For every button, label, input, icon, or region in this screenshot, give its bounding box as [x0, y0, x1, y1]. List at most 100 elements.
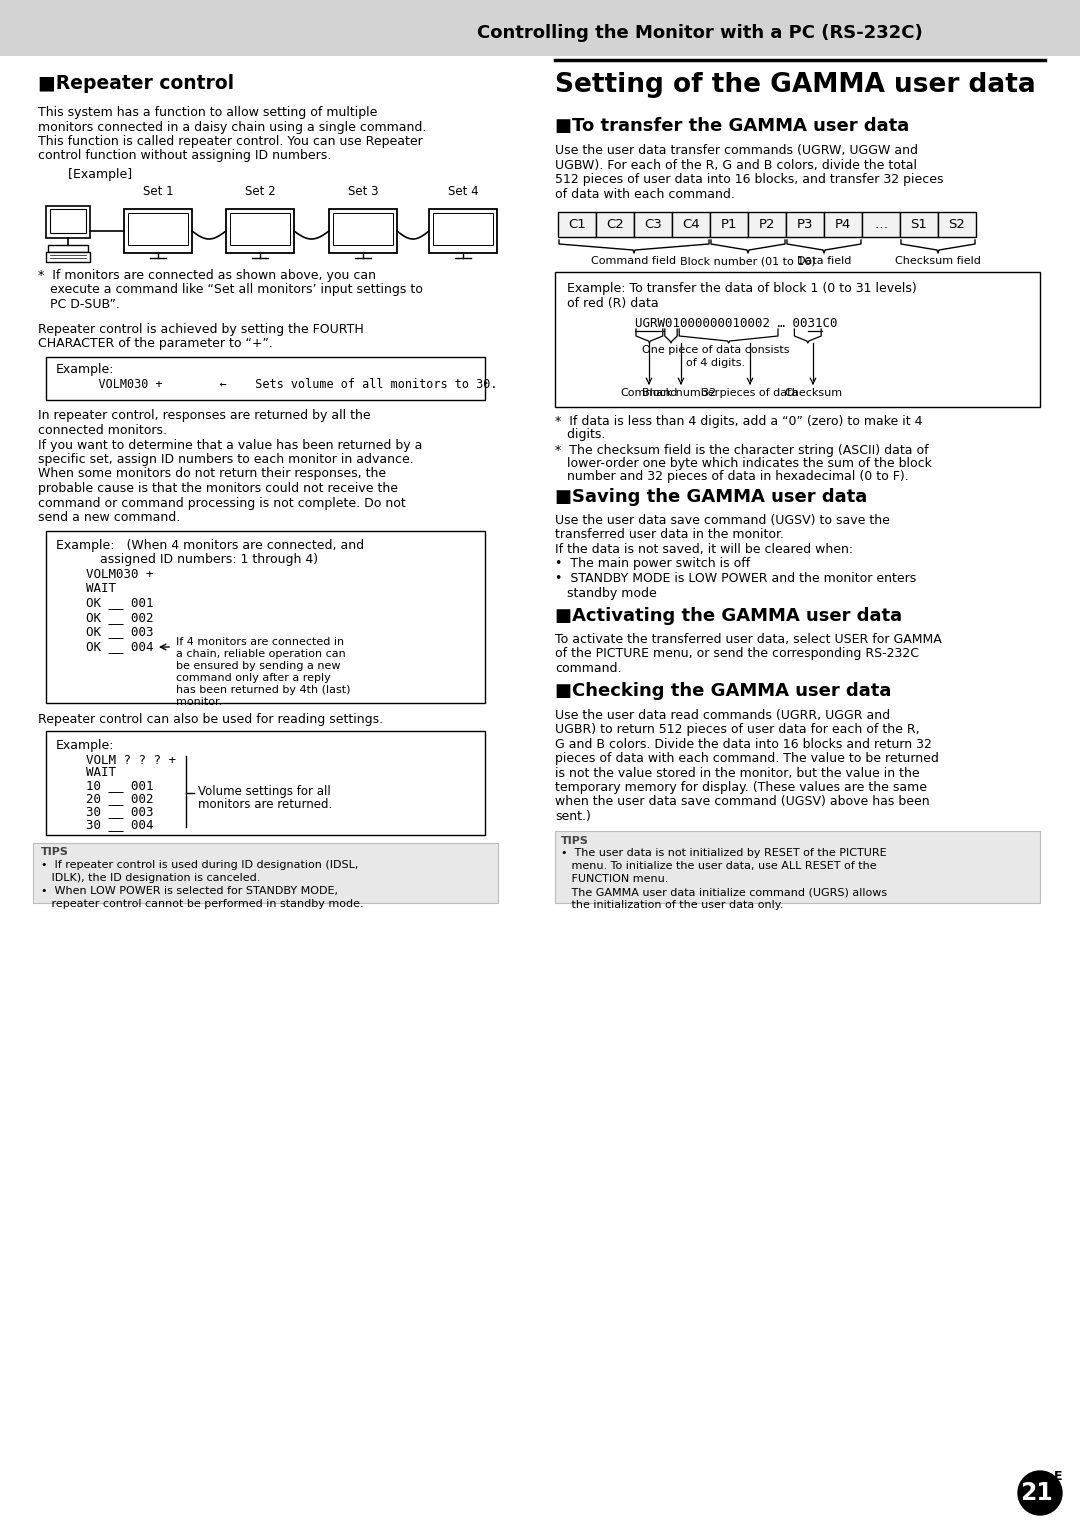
FancyBboxPatch shape	[33, 843, 498, 902]
Text: command only after a reply: command only after a reply	[176, 673, 330, 683]
Text: If the data is not saved, it will be cleared when:: If the data is not saved, it will be cle…	[555, 544, 853, 556]
Text: IDLK), the ID designation is canceled.: IDLK), the ID designation is canceled.	[41, 873, 260, 883]
FancyBboxPatch shape	[596, 212, 634, 237]
Text: Command field: Command field	[592, 257, 676, 266]
Text: If you want to determine that a value has been returned by a: If you want to determine that a value ha…	[38, 438, 422, 452]
Text: UGRW01000000010002 … 0031C0: UGRW01000000010002 … 0031C0	[635, 318, 837, 330]
Text: pieces of data with each command. The value to be returned: pieces of data with each command. The va…	[555, 751, 939, 765]
Text: CHARACTER of the parameter to “+”.: CHARACTER of the parameter to “+”.	[38, 337, 273, 350]
Text: P3: P3	[797, 218, 813, 231]
Text: •  When LOW POWER is selected for STANDBY MODE,: • When LOW POWER is selected for STANDBY…	[41, 886, 338, 896]
Text: Set 3: Set 3	[348, 185, 378, 199]
Text: execute a command like “Set all monitors’ input settings to: execute a command like “Set all monitors…	[38, 284, 423, 296]
Text: C2: C2	[606, 218, 624, 231]
Text: Set 1: Set 1	[143, 185, 173, 199]
Text: TIPS: TIPS	[561, 835, 589, 846]
Text: Volume settings for all: Volume settings for all	[198, 785, 330, 799]
Text: ■Activating the GAMMA user data: ■Activating the GAMMA user data	[555, 608, 902, 625]
FancyBboxPatch shape	[558, 212, 596, 237]
FancyBboxPatch shape	[555, 831, 1040, 902]
Text: command.: command.	[555, 663, 621, 675]
FancyBboxPatch shape	[129, 212, 188, 244]
FancyBboxPatch shape	[710, 212, 748, 237]
FancyBboxPatch shape	[333, 212, 393, 244]
Text: of red (R) data: of red (R) data	[567, 296, 659, 310]
Text: Checksum field: Checksum field	[895, 257, 981, 266]
FancyBboxPatch shape	[555, 272, 1040, 408]
Text: S1: S1	[910, 218, 928, 231]
Text: Command: Command	[620, 388, 677, 399]
Text: [Example]: [Example]	[56, 168, 132, 182]
FancyBboxPatch shape	[48, 244, 87, 252]
FancyBboxPatch shape	[429, 209, 497, 253]
Text: In repeater control, responses are returned by all the: In repeater control, responses are retur…	[38, 409, 370, 423]
Text: This function is called repeater control. You can use Repeater: This function is called repeater control…	[38, 134, 422, 148]
FancyBboxPatch shape	[329, 209, 397, 253]
Text: number and 32 pieces of data in hexadecimal (0 to F).: number and 32 pieces of data in hexadeci…	[555, 470, 908, 483]
Text: the initialization of the user data only.: the initialization of the user data only…	[561, 901, 783, 910]
Text: …: …	[875, 218, 888, 231]
Text: Example:: Example:	[56, 362, 114, 376]
Text: Example: To transfer the data of block 1 (0 to 31 levels): Example: To transfer the data of block 1…	[567, 282, 917, 295]
Text: is not the value stored in the monitor, but the value in the: is not the value stored in the monitor, …	[555, 767, 920, 779]
Text: specific set, assign ID numbers to each monitor in advance.: specific set, assign ID numbers to each …	[38, 454, 414, 466]
Text: *  If data is less than 4 digits, add a “0” (zero) to make it 4: * If data is less than 4 digits, add a “…	[555, 415, 922, 428]
Text: 20 __ 002: 20 __ 002	[56, 793, 153, 806]
Text: Use the user data read commands (UGRR, UGGR and: Use the user data read commands (UGRR, U…	[555, 709, 890, 721]
Text: Controlling the Monitor with a PC (RS-232C): Controlling the Monitor with a PC (RS-23…	[477, 24, 923, 43]
Text: Data field: Data field	[797, 257, 851, 266]
Text: temporary memory for display. (These values are the same: temporary memory for display. (These val…	[555, 780, 927, 794]
Text: P1: P1	[720, 218, 738, 231]
FancyBboxPatch shape	[226, 209, 294, 253]
Text: command or command processing is not complete. Do not: command or command processing is not com…	[38, 496, 406, 510]
FancyBboxPatch shape	[46, 530, 485, 702]
Text: when the user data save command (UGSV) above has been: when the user data save command (UGSV) a…	[555, 796, 930, 808]
Text: G and B colors. Divide the data into 16 blocks and return 32: G and B colors. Divide the data into 16 …	[555, 738, 932, 750]
FancyBboxPatch shape	[46, 731, 485, 835]
Text: connected monitors.: connected monitors.	[38, 425, 167, 437]
Text: control function without assigning ID numbers.: control function without assigning ID nu…	[38, 150, 332, 162]
Text: Repeater control can also be used for reading settings.: Repeater control can also be used for re…	[38, 713, 383, 725]
FancyBboxPatch shape	[672, 212, 710, 237]
FancyBboxPatch shape	[46, 252, 90, 263]
Text: VOLM030 +: VOLM030 +	[56, 568, 153, 580]
Text: E: E	[1054, 1471, 1063, 1484]
Text: 512 pieces of user data into 16 blocks, and transfer 32 pieces: 512 pieces of user data into 16 blocks, …	[555, 173, 944, 186]
Text: monitors connected in a daisy chain using a single command.: monitors connected in a daisy chain usin…	[38, 121, 427, 133]
Text: monitor.: monitor.	[176, 696, 222, 707]
Text: ■Repeater control: ■Repeater control	[38, 73, 234, 93]
FancyBboxPatch shape	[124, 209, 192, 253]
Text: Block number (01 to 16): Block number (01 to 16)	[680, 257, 815, 266]
Text: 32 pieces of data: 32 pieces of data	[702, 388, 798, 399]
Text: S2: S2	[948, 218, 966, 231]
Text: TIPS: TIPS	[41, 847, 69, 857]
FancyBboxPatch shape	[0, 0, 1080, 56]
Text: of the PICTURE menu, or send the corresponding RS-232C: of the PICTURE menu, or send the corresp…	[555, 647, 919, 661]
Text: sent.): sent.)	[555, 809, 591, 823]
Circle shape	[1018, 1471, 1062, 1515]
Text: 30 __ 003: 30 __ 003	[56, 806, 153, 818]
Text: probable cause is that the monitors could not receive the: probable cause is that the monitors coul…	[38, 483, 399, 495]
Text: When some monitors do not return their responses, the: When some monitors do not return their r…	[38, 467, 387, 481]
Text: of data with each command.: of data with each command.	[555, 188, 734, 200]
Text: *  If monitors are connected as shown above, you can: * If monitors are connected as shown abo…	[38, 269, 376, 282]
Text: One piece of data consists
of 4 digits.: One piece of data consists of 4 digits.	[642, 345, 789, 368]
Text: standby mode: standby mode	[555, 586, 657, 600]
Text: Set 4: Set 4	[448, 185, 478, 199]
Text: digits.: digits.	[555, 428, 606, 441]
Text: monitors are returned.: monitors are returned.	[198, 799, 333, 811]
Text: WAIT: WAIT	[56, 582, 116, 596]
Text: PC D-SUB”.: PC D-SUB”.	[38, 298, 120, 312]
Text: VOLM ? ? ? +: VOLM ? ? ? +	[56, 753, 176, 767]
Text: Repeater control is achieved by setting the FOURTH: Repeater control is achieved by setting …	[38, 322, 364, 336]
Text: a chain, reliable operation can: a chain, reliable operation can	[176, 649, 346, 660]
Text: menu. To initialize the user data, use ALL RESET of the: menu. To initialize the user data, use A…	[561, 861, 877, 872]
Text: •  STANDBY MODE is LOW POWER and the monitor enters: • STANDBY MODE is LOW POWER and the moni…	[555, 573, 916, 585]
Text: Setting of the GAMMA user data: Setting of the GAMMA user data	[555, 72, 1036, 98]
Text: •  The user data is not initialized by RESET of the PICTURE: • The user data is not initialized by RE…	[561, 849, 887, 858]
Text: has been returned by 4th (last): has been returned by 4th (last)	[176, 686, 351, 695]
Text: be ensured by sending a new: be ensured by sending a new	[176, 661, 340, 670]
Text: This system has a function to allow setting of multiple: This system has a function to allow sett…	[38, 105, 377, 119]
Text: assigned ID numbers: 1 through 4): assigned ID numbers: 1 through 4)	[56, 553, 319, 567]
Text: Set 2: Set 2	[245, 185, 275, 199]
